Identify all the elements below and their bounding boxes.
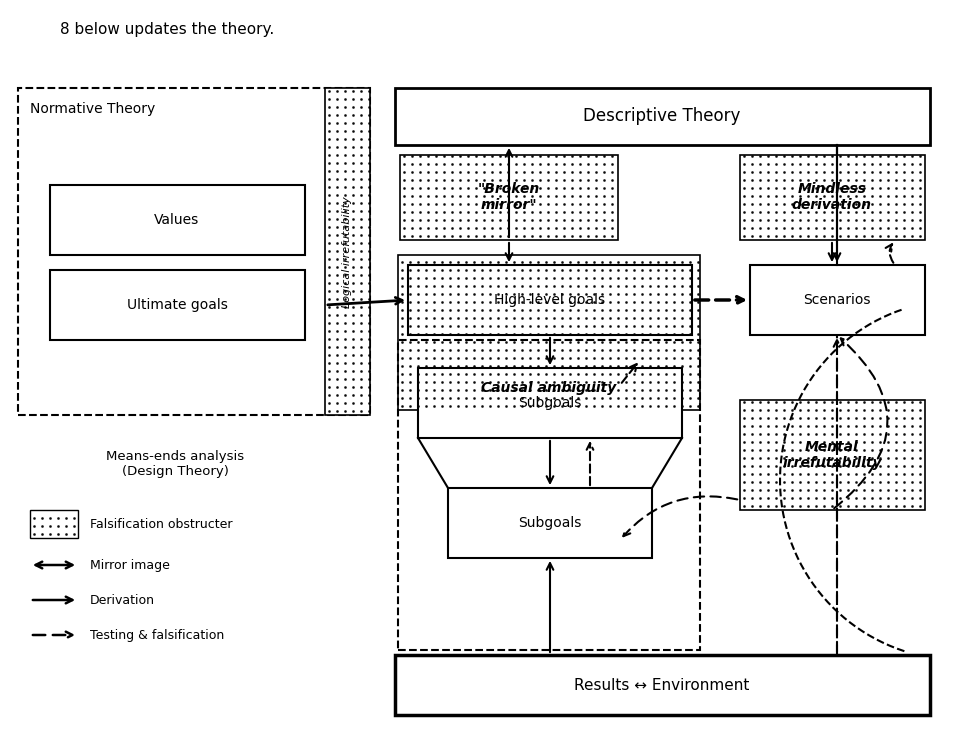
Text: Mirror image: Mirror image [90,558,170,572]
Bar [50,185,305,255]
Bar [395,655,930,715]
Bar [398,255,700,410]
Text: Derivation: Derivation [90,593,155,607]
Bar [408,265,692,335]
Bar [448,488,652,558]
Text: Descriptive Theory: Descriptive Theory [584,107,741,125]
Text: Ultimate goals: Ultimate goals [127,298,228,312]
Bar [325,88,370,415]
Bar [398,340,700,650]
Bar [50,270,305,340]
Bar [395,88,930,145]
Text: "Broken
mirror": "Broken mirror" [478,182,540,212]
Bar [18,88,370,415]
Bar [30,510,78,538]
Text: Mindless
derivation: Mindless derivation [792,182,872,212]
Text: High-level goals: High-level goals [494,293,606,307]
Text: Normative Theory: Normative Theory [30,102,156,116]
Text: Subgoals: Subgoals [518,396,582,410]
Bar [400,155,618,240]
Text: Scenarios: Scenarios [804,293,871,307]
Bar [740,155,925,240]
Text: Testing & falsification: Testing & falsification [90,628,225,642]
Text: 8 below updates the theory.: 8 below updates the theory. [60,22,275,37]
Text: Means-ends analysis
(Design Theory): Means-ends analysis (Design Theory) [106,450,244,478]
Text: Values: Values [155,213,200,227]
Text: Logical irrefutability: Logical irrefutability [342,196,352,308]
Bar [750,265,925,335]
Bar [418,368,682,438]
Text: Mental
irrefutability: Mental irrefutability [782,440,881,470]
Text: Falsification obstructer: Falsification obstructer [90,518,232,531]
Text: Subgoals: Subgoals [518,516,582,530]
Text: Results ↔ Environment: Results ↔ Environment [574,677,750,693]
Text: Causal ambiguity: Causal ambiguity [481,381,616,395]
Bar [740,400,925,510]
